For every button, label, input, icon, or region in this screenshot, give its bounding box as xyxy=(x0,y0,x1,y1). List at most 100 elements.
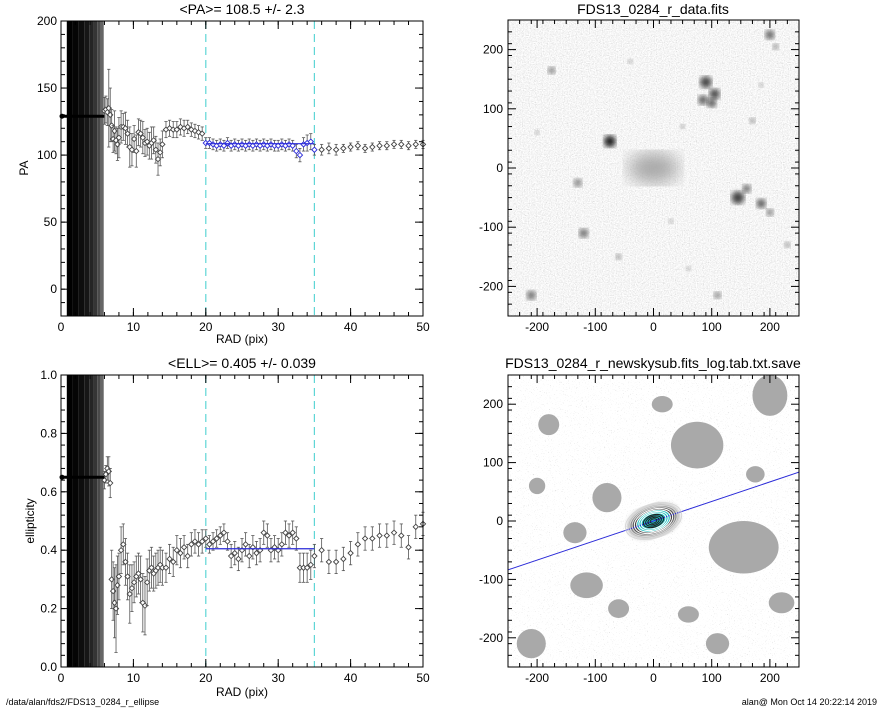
source-blob xyxy=(766,208,774,216)
x-tick-label: -100 xyxy=(583,320,607,334)
isophote-ellipse xyxy=(649,518,658,524)
data-point xyxy=(383,532,391,539)
data-point xyxy=(191,538,199,545)
data-point xyxy=(159,141,166,148)
source-blob xyxy=(680,124,685,129)
data-point xyxy=(405,544,412,551)
x-tick-label: 0 xyxy=(650,671,657,685)
data-point xyxy=(347,549,354,557)
inner-fill-band xyxy=(97,21,101,316)
mask-region xyxy=(570,572,603,599)
data-point xyxy=(278,541,286,548)
y-tick-label: 200 xyxy=(483,397,503,411)
data-point xyxy=(130,579,138,586)
data-point xyxy=(166,555,173,563)
data-point xyxy=(390,141,398,148)
data-point xyxy=(162,564,170,571)
inner-value-marker xyxy=(59,474,65,480)
data-point xyxy=(220,142,228,149)
source-blob xyxy=(604,135,616,148)
data-point xyxy=(137,576,144,583)
data-point xyxy=(220,529,228,536)
source-blob xyxy=(758,82,764,88)
data-point xyxy=(361,535,369,542)
mask-region xyxy=(592,483,622,513)
mask-region xyxy=(677,606,699,623)
source-blob xyxy=(573,178,582,187)
data-point xyxy=(128,584,136,592)
data-point xyxy=(156,149,164,156)
x-tick-label: 0 xyxy=(650,320,657,334)
source-blob xyxy=(668,218,674,224)
data-point xyxy=(369,535,376,542)
data-point xyxy=(412,523,419,531)
mask-region xyxy=(516,629,546,659)
data-point xyxy=(332,558,340,566)
pa-title: <PA>= 108.5 +/- 2.3 xyxy=(179,1,304,17)
y-tick-label: 200 xyxy=(483,43,503,57)
source-blob xyxy=(700,76,712,88)
x-tick-label: -100 xyxy=(583,671,607,685)
isophote-ellipse xyxy=(627,503,680,539)
footer-timestamp: alan@ Mon Oct 14 20:22:14 2019 xyxy=(742,697,877,707)
source-blob xyxy=(756,198,766,209)
source-blob xyxy=(686,266,691,271)
data-point xyxy=(293,535,300,542)
x-tick-label: -200 xyxy=(525,671,549,685)
skysub-image-title: FDS13_0284_r_newskysub.fits_log.tab.txt.… xyxy=(505,355,801,371)
data-point xyxy=(224,538,231,545)
y-tick-label: -100 xyxy=(479,572,503,586)
data-point xyxy=(143,579,151,586)
x-tick-label: 50 xyxy=(416,320,430,334)
mask-region xyxy=(563,522,587,544)
source-blob xyxy=(615,253,622,260)
data-point xyxy=(311,146,318,153)
data-point xyxy=(177,549,184,557)
plot-frame xyxy=(60,20,424,317)
inner-fill-band xyxy=(84,21,90,316)
y-tick-label: 1.0 xyxy=(40,368,57,382)
data-point xyxy=(285,532,293,539)
data-point xyxy=(398,532,405,539)
image-raster xyxy=(508,20,799,316)
inner-fill-band xyxy=(97,375,101,667)
y-tick-label: 150 xyxy=(37,81,57,95)
data-point xyxy=(206,541,213,548)
mask-region xyxy=(528,477,546,495)
data-point xyxy=(198,130,206,137)
data-point xyxy=(340,145,347,152)
isophote-ellipse xyxy=(624,502,683,540)
data-point xyxy=(122,558,129,566)
data-point xyxy=(318,146,325,153)
inner-fill-band xyxy=(100,21,104,316)
inner-fill-band xyxy=(66,21,73,316)
isophote-ellipse xyxy=(645,515,662,527)
x-tick-label: 100 xyxy=(702,320,722,334)
y-tick-label: 0 xyxy=(496,514,503,528)
data-point xyxy=(124,573,131,580)
footer-path: /data/alan/fds2/FDS13_0284_r_ellipse xyxy=(6,697,159,707)
data-point xyxy=(361,145,369,152)
isophote-ellipse xyxy=(640,512,667,530)
x-tick-label: 40 xyxy=(344,671,358,685)
mask-region xyxy=(752,375,788,416)
isophote-ellipse xyxy=(642,513,665,529)
y-tick-label: 0.6 xyxy=(40,485,57,499)
mask-region xyxy=(670,421,724,469)
data-point xyxy=(412,141,419,148)
y-tick-label: 100 xyxy=(483,102,503,116)
data-point xyxy=(398,141,405,148)
data-point xyxy=(173,546,181,554)
inner-fill-band xyxy=(93,375,98,667)
mask-region xyxy=(651,396,673,413)
source-blob xyxy=(765,30,775,40)
y-tick-label: -100 xyxy=(479,220,503,234)
data-point xyxy=(354,142,362,149)
isophote-ellipse xyxy=(636,509,671,533)
data-point xyxy=(195,541,202,548)
data-point xyxy=(369,143,376,151)
data-point xyxy=(311,552,318,560)
data-point xyxy=(354,541,362,548)
data-point xyxy=(141,602,149,609)
